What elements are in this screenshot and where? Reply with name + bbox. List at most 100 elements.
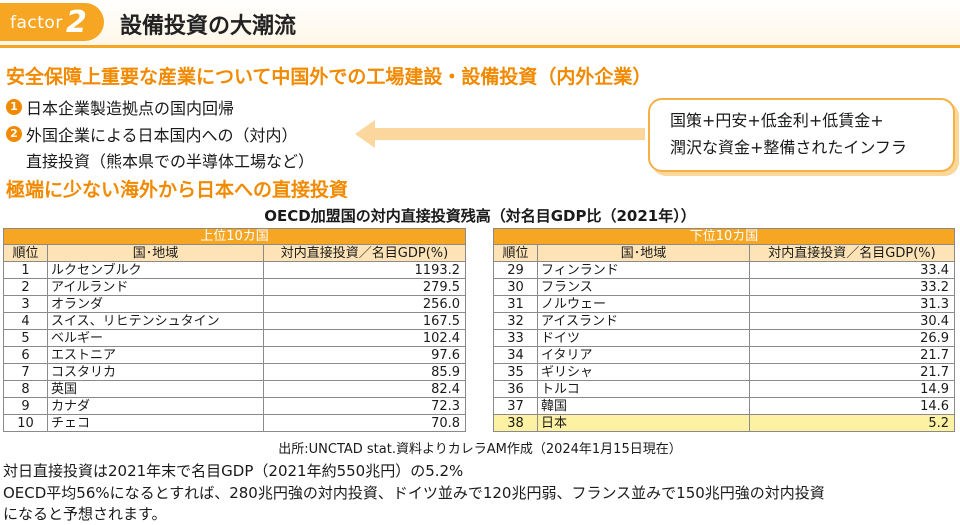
value-cell: 256.0	[262, 295, 467, 313]
col-header-rank: 順位	[3, 244, 48, 262]
country-cell: 韓国	[537, 397, 750, 415]
rank-cell: 8	[3, 380, 48, 398]
country-cell: コスタリカ	[47, 363, 264, 381]
country-cell: チェコ	[47, 414, 264, 432]
rank-cell: 32	[493, 312, 538, 330]
header-band: factor 2 設備投資の大潮流	[0, 0, 960, 48]
table-row: 30 フランス 33.2	[493, 278, 956, 296]
number-badge: 1	[6, 99, 22, 115]
factors-line: 潤沢な資金+整備されたインフラ	[670, 138, 907, 157]
col-header-rank: 順位	[493, 244, 538, 262]
table-caption: 下位10カ国	[492, 228, 956, 245]
country-cell: ギリシャ	[537, 363, 750, 381]
factor-number: 2	[66, 5, 87, 40]
table-caption: 上位10カ国	[2, 228, 467, 245]
value-cell: 97.6	[262, 346, 467, 364]
table-title: OECD加盟国の対内直接投資残高（対名目GDP比（2021年））	[264, 207, 696, 225]
value-cell: 33.2	[748, 278, 956, 296]
list-item-text: 日本企業製造拠点の国内回帰	[26, 99, 235, 118]
country-cell: アイルランド	[47, 278, 264, 296]
col-header-value: 対内直接投資／名目GDP(%)	[262, 244, 467, 262]
col-header-value: 対内直接投資／名目GDP(%)	[748, 244, 956, 262]
country-cell: 日本	[537, 414, 750, 432]
table-row: 31 ノルウェー 31.3	[493, 295, 956, 313]
value-cell: 167.5	[262, 312, 467, 330]
table-row: 3 オランダ 256.0	[3, 295, 467, 313]
country-cell: フィンランド	[537, 261, 750, 279]
rank-cell: 38	[493, 414, 538, 432]
list-item-continuation: 直接投資（熊本県での半導体工場など）	[26, 152, 315, 171]
list-item: 2 外国企業による日本国内への（対内）	[6, 122, 298, 146]
value-cell: 72.3	[262, 397, 467, 415]
note-line: 対日直接投資は2021年末で名目GDP（2021年約550兆円）の5.2%	[3, 462, 464, 480]
source-note: 出所:UNCTAD stat.資料よりカレラAM作成（2024年1月15日現在）	[278, 442, 682, 457]
table-row: 35 ギリシャ 21.7	[493, 363, 956, 381]
table-row: 33 ドイツ 26.9	[493, 329, 956, 347]
factor-word: factor	[10, 13, 63, 33]
country-cell: ノルウェー	[537, 295, 750, 313]
left-arrow-icon	[355, 120, 645, 148]
factors-box: 国策+円安+低金利+低賃金+ 潤沢な資金+整備されたインフラ	[648, 98, 955, 172]
value-cell: 279.5	[262, 278, 467, 296]
page-title: 設備投資の大潮流	[120, 14, 297, 39]
country-cell: スイス、リヒテンシュタイン	[47, 312, 264, 330]
factors-line: 国策+円安+低金利+低賃金+	[670, 111, 884, 130]
note-line: OECD平均56%になるとすれば、280兆円強の対内投資、ドイツ並みで120兆円…	[3, 484, 825, 502]
value-cell: 70.8	[262, 414, 467, 432]
value-cell: 5.2	[748, 414, 956, 432]
rank-cell: 6	[3, 346, 48, 364]
table-row: 8 英国 82.4	[3, 380, 467, 398]
factor-tab: factor 2	[0, 3, 104, 41]
country-cell: トルコ	[537, 380, 750, 398]
col-header-country: 国･地域	[537, 244, 750, 262]
rank-cell: 31	[493, 295, 538, 313]
section1-heading: 安全保障上重要な産業について中国外での工場建設・設備投資（内外企業）	[6, 66, 652, 88]
value-cell: 21.7	[748, 346, 956, 364]
rank-cell: 7	[3, 363, 48, 381]
table-row: 2 アイルランド 279.5	[3, 278, 467, 296]
rank-cell: 1	[3, 261, 48, 279]
note-line: になると予想されます。	[3, 505, 167, 523]
list-item-text: 外国企業による日本国内への（対内）	[26, 126, 298, 145]
rank-cell: 35	[493, 363, 538, 381]
table-row: 34 イタリア 21.7	[493, 346, 956, 364]
rank-cell: 9	[3, 397, 48, 415]
rank-cell: 3	[3, 295, 48, 313]
value-cell: 30.4	[748, 312, 956, 330]
top10-table: 上位10カ国 順位 国･地域 対内直接投資／名目GDP(%) 1 ルクセンブルク 1…	[2, 228, 467, 432]
country-cell: ドイツ	[537, 329, 750, 347]
table-row: 10 チェコ 70.8	[3, 414, 467, 432]
table-row: 1 ルクセンブルク 1193.2	[3, 261, 467, 279]
table-row: 9 カナダ 72.3	[3, 397, 467, 415]
value-cell: 31.3	[748, 295, 956, 313]
value-cell: 14.6	[748, 397, 956, 415]
value-cell: 21.7	[748, 363, 956, 381]
value-cell: 102.4	[262, 329, 467, 347]
section2-heading: 極端に少ない海外から日本への直接投資	[6, 179, 349, 201]
rank-cell: 5	[3, 329, 48, 347]
country-cell: 英国	[47, 380, 264, 398]
value-cell: 26.9	[748, 329, 956, 347]
value-cell: 1193.2	[262, 261, 467, 279]
table-row: 7 コスタリカ 85.9	[3, 363, 467, 381]
rank-cell: 37	[493, 397, 538, 415]
table-row: 29 フィンランド 33.4	[493, 261, 956, 279]
rank-cell: 2	[3, 278, 48, 296]
value-cell: 82.4	[262, 380, 467, 398]
table-row: 6 エストニア 97.6	[3, 346, 467, 364]
rank-cell: 29	[493, 261, 538, 279]
col-header-country: 国･地域	[47, 244, 264, 262]
country-cell: カナダ	[47, 397, 264, 415]
country-cell: ベルギー	[47, 329, 264, 347]
rank-cell: 34	[493, 346, 538, 364]
country-cell: イタリア	[537, 346, 750, 364]
rank-cell: 30	[493, 278, 538, 296]
table-row: 38 日本 5.2	[493, 414, 956, 432]
country-cell: フランス	[537, 278, 750, 296]
country-cell: エストニア	[47, 346, 264, 364]
bottom10-table: 下位10カ国 順位 国･地域 対内直接投資／名目GDP(%) 29 フィンランド 3…	[492, 228, 956, 432]
table-row: 4 スイス、リヒテンシュタイン 167.5	[3, 312, 467, 330]
table-row: 32 アイスランド 30.4	[493, 312, 956, 330]
rank-cell: 33	[493, 329, 538, 347]
number-badge: 2	[6, 126, 22, 142]
